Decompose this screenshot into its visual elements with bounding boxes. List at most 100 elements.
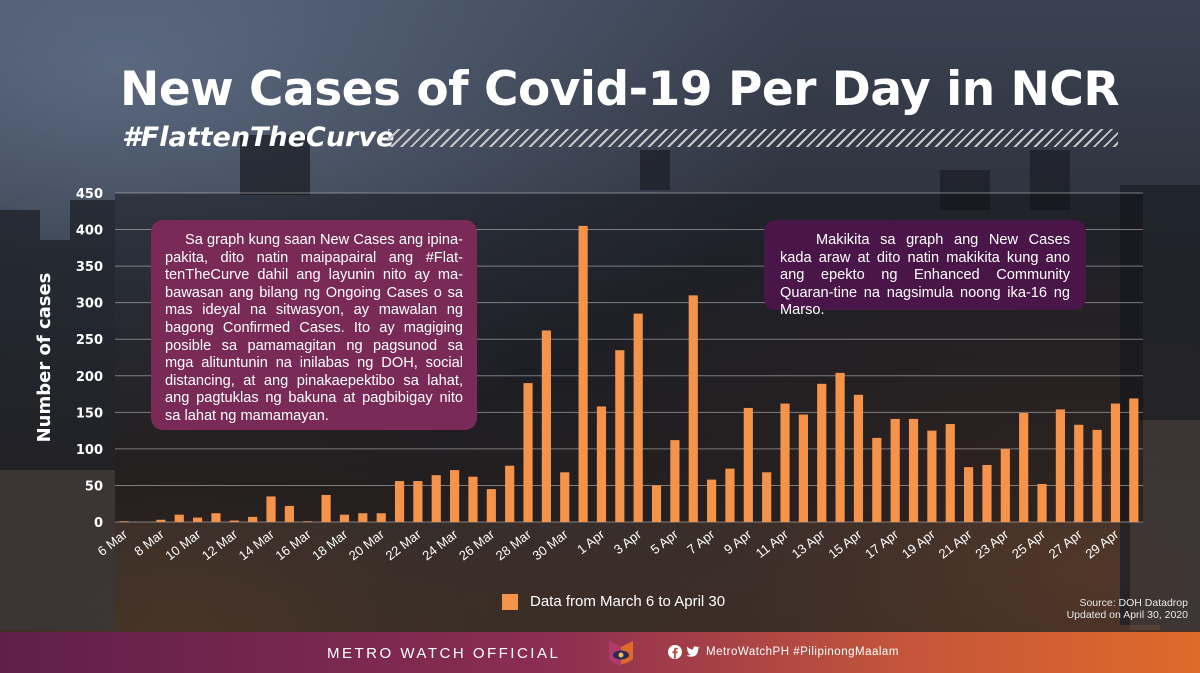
footer-bar [0, 632, 1200, 673]
bar [725, 468, 735, 522]
bar [670, 440, 680, 522]
x-tick-label: 13 Apr [789, 526, 828, 561]
bar [358, 513, 368, 522]
bar [633, 313, 643, 522]
bar [1074, 424, 1084, 522]
bar [707, 479, 717, 522]
y-tick-label: 350 [76, 260, 103, 275]
x-tick-label: 12 Mar [199, 526, 241, 563]
bar [413, 481, 423, 522]
x-tick-label: 7 Apr [684, 526, 718, 557]
bar [266, 496, 276, 522]
hatch-divider [388, 129, 1118, 147]
x-tick-label: 27 Apr [1046, 526, 1085, 561]
bar [156, 519, 166, 522]
bar [835, 372, 845, 522]
bar [762, 472, 772, 522]
y-tick-label: 50 [85, 479, 103, 494]
bar [743, 407, 753, 522]
bar [211, 513, 221, 522]
hashtag-subtitle: #FlattenTheCurve [122, 122, 395, 153]
x-tick-label: 9 Apr [721, 526, 755, 557]
y-tick-label: 100 [76, 443, 103, 458]
x-tick-label: 3 Apr [611, 526, 645, 557]
x-tick-label: 25 Apr [1009, 526, 1048, 561]
bar [1037, 483, 1047, 522]
x-tick-label: 10 Mar [162, 526, 204, 563]
y-tick-label: 250 [76, 333, 103, 348]
x-tick-label: 28 Mar [493, 526, 535, 563]
bar [339, 514, 350, 522]
bar [321, 494, 331, 522]
x-tick-label: 18 Mar [309, 526, 351, 563]
bar [817, 383, 827, 522]
bar [229, 520, 239, 522]
updated-line: Updated on April 30, 2020 [1066, 609, 1188, 621]
source-credit: Source: DOH Datadrop Updated on April 30… [1067, 597, 1188, 621]
x-tick-label: 22 Mar [383, 526, 425, 563]
bar [174, 514, 184, 522]
bar [450, 470, 460, 522]
x-tick-label: 29 Apr [1082, 526, 1121, 561]
x-tick-label: 17 Apr [862, 526, 901, 561]
bar [890, 418, 900, 522]
y-tick-label: 450 [76, 187, 103, 202]
x-tick-label: 11 Apr [753, 526, 792, 561]
bar [394, 481, 405, 522]
bar [1110, 403, 1121, 522]
x-tick-label: 5 Apr [648, 526, 682, 557]
legend-swatch [502, 593, 518, 610]
bar [468, 476, 478, 522]
bar [303, 521, 313, 522]
bar [1092, 429, 1102, 522]
source-line: Source: DOH Datadrop [1079, 597, 1188, 609]
explanation-note-right: Makikita sa graph ang New Cases kada ara… [764, 220, 1086, 318]
bar [908, 418, 919, 522]
bar [1129, 398, 1139, 522]
explanation-note-left: Sa graph kung saan New Cases ang ipina-p… [151, 220, 477, 430]
bar [798, 414, 808, 522]
bar [578, 225, 588, 522]
twitter-icon[interactable] [686, 645, 700, 659]
facebook-icon[interactable] [668, 645, 682, 659]
bar [982, 464, 992, 522]
bar [1000, 448, 1010, 522]
legend-label: Data from March 6 to April 30 [530, 593, 726, 610]
x-tick-label: 14 Mar [236, 526, 278, 563]
bar [927, 430, 937, 522]
social-links: MetroWatchPH #PilipinongMaalam [668, 645, 899, 659]
x-tick-label: 24 Mar [419, 526, 461, 563]
x-tick-label: 15 Apr [825, 526, 864, 561]
x-tick-label: 1 Apr [574, 526, 608, 557]
bar [248, 516, 258, 522]
bar [596, 406, 607, 522]
bar [560, 472, 570, 522]
social-handle: MetroWatchPH #PilipinongMaalam [706, 646, 899, 658]
bar [964, 467, 974, 522]
chart-legend: Data from March 6 to April 30 [502, 593, 725, 610]
x-tick-label: 30 Mar [529, 526, 571, 563]
bar [1019, 413, 1029, 522]
bar [541, 330, 551, 522]
y-tick-label: 0 [94, 516, 103, 531]
bar [431, 475, 441, 522]
x-tick-label: 23 Apr [972, 526, 1011, 561]
y-axis-label: Number of cases [34, 273, 55, 443]
brand-name: METRO WATCH OFFICIAL [327, 645, 561, 662]
eye-logo-icon [609, 641, 633, 666]
y-tick-label: 400 [76, 224, 103, 239]
bar [376, 513, 386, 522]
bar [119, 521, 129, 522]
x-tick-label: 26 Mar [456, 526, 498, 563]
x-tick-label: 16 Mar [272, 526, 314, 563]
bar [780, 403, 790, 522]
page-title: New Cases of Covid-19 Per Day in NCR [120, 62, 1120, 117]
y-tick-label: 200 [76, 370, 103, 385]
x-tick-label: 19 Apr [899, 526, 938, 561]
bar [651, 485, 662, 522]
x-tick-label: 21 Apr [936, 526, 975, 561]
bar [193, 517, 203, 522]
y-tick-label: 300 [76, 297, 103, 312]
bar [688, 295, 698, 522]
